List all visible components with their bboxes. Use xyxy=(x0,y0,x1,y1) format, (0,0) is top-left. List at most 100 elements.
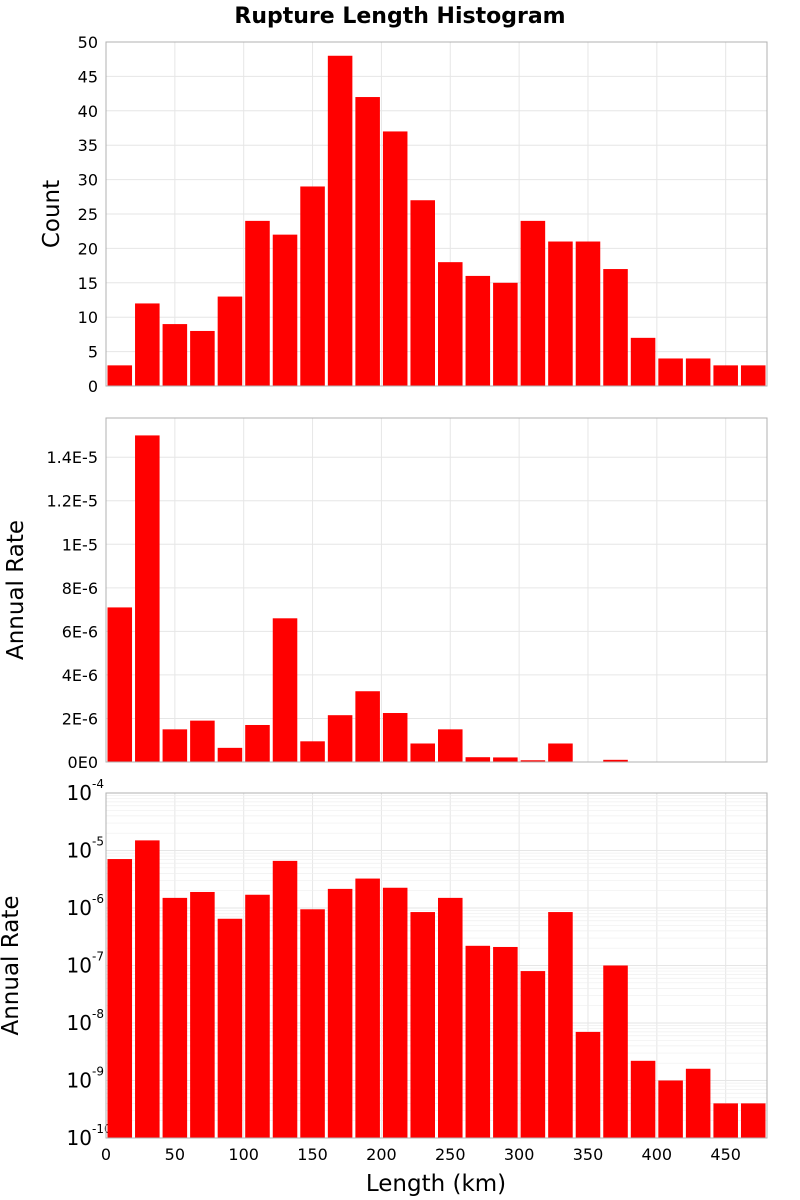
y-tick-label-base: 10 xyxy=(67,839,92,863)
histogram-bar xyxy=(135,303,160,386)
plot-area xyxy=(105,417,768,763)
x-tick-label: 150 xyxy=(297,1145,328,1164)
chart-title: Rupture Length Histogram xyxy=(234,4,565,29)
histogram-bar xyxy=(685,1068,711,1138)
histogram-bar xyxy=(135,435,160,762)
y-tick-label: 1.2E-5 xyxy=(46,492,98,511)
y-tick-label: 2E-6 xyxy=(62,709,98,728)
histogram-bar xyxy=(217,918,243,1138)
histogram-bar xyxy=(575,241,601,386)
x-tick-label: 350 xyxy=(573,1145,604,1164)
plot-frame xyxy=(105,417,768,763)
histogram-bar xyxy=(382,131,408,386)
histogram-bar xyxy=(575,1031,601,1138)
histogram-bar xyxy=(658,358,683,386)
histogram-bar xyxy=(410,743,435,762)
histogram-bar xyxy=(327,55,353,386)
histogram-bar xyxy=(162,729,188,762)
histogram-bar xyxy=(327,888,353,1138)
x-tick-label: 450 xyxy=(710,1145,741,1164)
histogram-bar xyxy=(245,724,270,762)
histogram-bar xyxy=(382,887,408,1138)
histogram-bar xyxy=(327,715,353,762)
y-tick-label: 4E-6 xyxy=(62,666,98,685)
histogram-bar xyxy=(190,330,215,386)
y-tick-label: 0E0 xyxy=(68,753,98,772)
histogram-bar xyxy=(162,324,188,386)
histogram-bar xyxy=(438,897,463,1138)
histogram-bar xyxy=(272,860,298,1138)
histogram-bar xyxy=(300,909,325,1138)
y-tick-label: 1.4E-5 xyxy=(46,448,98,467)
histogram-bar xyxy=(410,200,435,386)
y-tick-label-base: 10 xyxy=(67,781,92,805)
histogram-bar xyxy=(740,365,766,386)
y-tick-label: 40 xyxy=(78,102,98,121)
histogram-bar xyxy=(548,241,573,386)
y-tick-label: 30 xyxy=(78,171,98,190)
y-axis-title: Count xyxy=(39,180,65,248)
histogram-bar xyxy=(493,946,518,1138)
y-tick-label: 0 xyxy=(88,377,98,396)
y-tick-label: 15 xyxy=(78,274,98,293)
x-tick-label: 100 xyxy=(228,1145,259,1164)
histogram-bar xyxy=(410,912,435,1138)
histogram-bar xyxy=(300,186,325,386)
y-tick-label-base: 10 xyxy=(67,1126,92,1150)
histogram-bar xyxy=(217,747,243,762)
x-tick-label: 400 xyxy=(642,1145,673,1164)
y-axis-title: Annual Rate xyxy=(3,520,29,660)
histogram-bar xyxy=(300,741,325,762)
y-tick-label-exponent: -8 xyxy=(92,1007,104,1021)
y-tick-label-exponent: -6 xyxy=(92,892,104,906)
histogram-bar xyxy=(493,757,518,762)
histogram-bar xyxy=(630,337,656,386)
plot-frame xyxy=(105,792,768,1139)
x-tick-label: 50 xyxy=(165,1145,185,1164)
histogram-bar xyxy=(603,269,628,386)
x-tick-label: 250 xyxy=(435,1145,466,1164)
y-tick-label: 35 xyxy=(78,136,98,155)
histogram-bar xyxy=(548,912,573,1138)
histogram-bar xyxy=(465,757,491,762)
y-tick-label-base: 10 xyxy=(67,1011,92,1035)
histogram-bar xyxy=(713,365,738,386)
histogram-bar xyxy=(438,262,463,386)
x-tick-label: 300 xyxy=(504,1145,535,1164)
histogram-bar xyxy=(245,220,270,386)
y-tick-label-base: 10 xyxy=(67,1069,92,1093)
y-tick-label: 8E-6 xyxy=(62,579,98,598)
y-tick-label-exponent: -5 xyxy=(92,835,104,849)
histogram-bar xyxy=(162,897,188,1138)
y-tick-label: 50 xyxy=(78,33,98,52)
y-tick-label-exponent: -9 xyxy=(92,1065,104,1079)
y-tick-label: 6E-6 xyxy=(62,622,98,641)
histogram-bar xyxy=(713,1103,738,1138)
x-axis-title: Length (km) xyxy=(366,1171,506,1197)
histogram-bar xyxy=(603,965,628,1138)
histogram-bar xyxy=(382,713,408,762)
y-tick-label: 10 xyxy=(78,308,98,327)
plot-frame xyxy=(105,41,768,387)
histogram-bar xyxy=(107,859,133,1138)
y-tick-label: 20 xyxy=(78,239,98,258)
annual-rate-linear-panel: 0E0 2E-6 4E-6 6E-6 8E-6 1E-5 1.2E-5 1.4E-5 Annua… xyxy=(3,417,768,772)
histogram-bar xyxy=(107,365,133,386)
histogram-bar xyxy=(520,760,546,762)
x-tick-label: 0 xyxy=(101,1145,111,1164)
histogram-bar xyxy=(740,1103,766,1138)
histogram-bar xyxy=(355,878,380,1138)
y-axis-title: Annual Rate xyxy=(0,896,24,1036)
histogram-bar xyxy=(190,891,215,1138)
y-tick-label: 45 xyxy=(78,67,98,86)
histogram-bar xyxy=(217,296,243,386)
histogram-bar xyxy=(465,945,491,1138)
y-tick-label: 25 xyxy=(78,205,98,224)
histogram-bar xyxy=(520,220,546,386)
y-tick-label-exponent: -10 xyxy=(92,1122,112,1136)
count-histogram-panel: 0 5 10 15 20 25 30 35 40 45 50 Count xyxy=(39,33,768,396)
histogram-bar xyxy=(438,729,463,762)
histogram-bar xyxy=(493,282,518,386)
y-tick-label-base: 10 xyxy=(67,896,92,920)
